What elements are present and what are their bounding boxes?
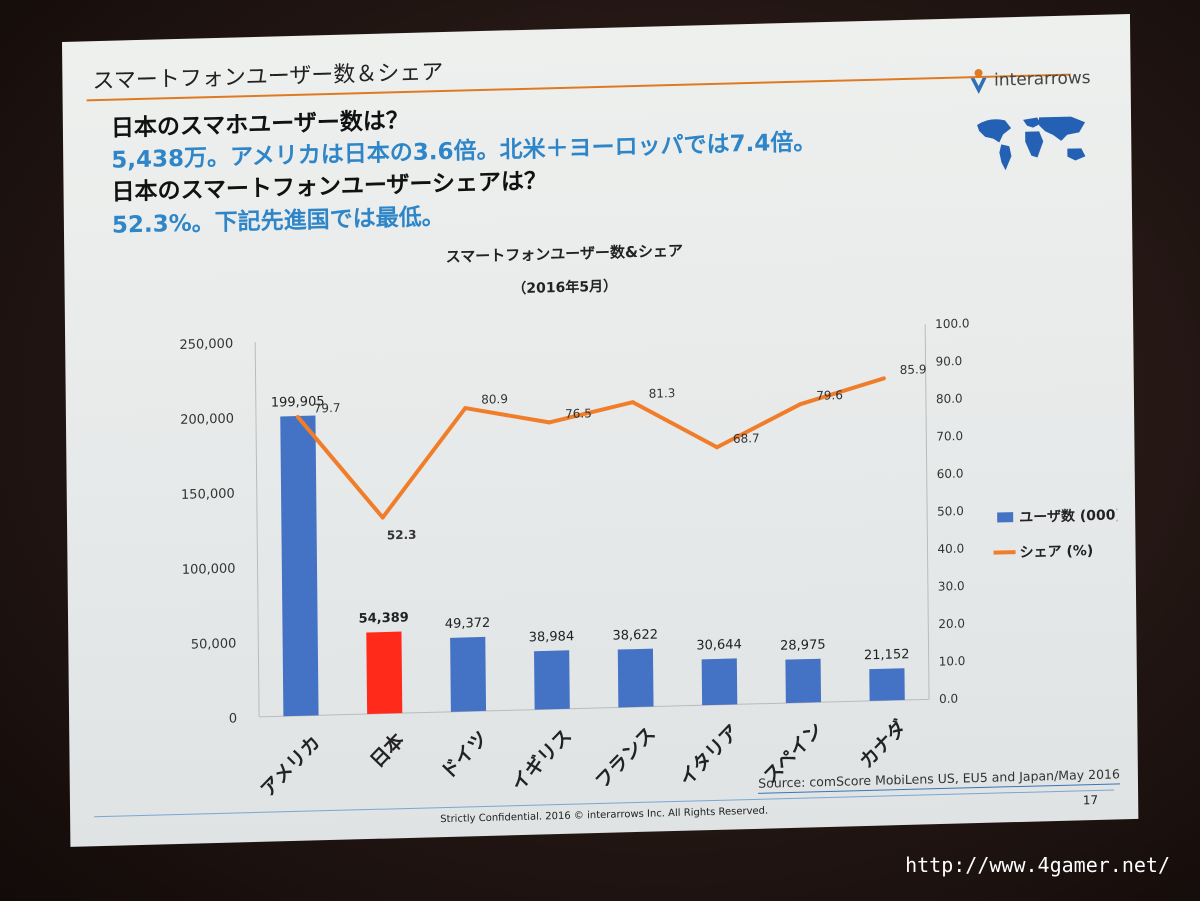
combo-chart: 0 50,000 100,000 150,000 200,000 250,000 0.0 10… xyxy=(179,316,1120,802)
left-axis-tick-label: 100,000 xyxy=(182,561,236,577)
left-axis-tick-label: 50,000 xyxy=(191,636,237,652)
category-label: ドイツ xyxy=(437,727,493,784)
bar-value-label: 38,984 xyxy=(529,629,575,645)
bar xyxy=(785,658,822,704)
bar-value-label: 199,905 xyxy=(271,394,325,410)
left-axis-tick-label: 150,000 xyxy=(181,487,235,503)
bar-value-label: 28,975 xyxy=(780,638,826,654)
right-axis-tick-label: 80.0 xyxy=(936,391,963,406)
legend-line-label: シェア (%) xyxy=(1019,543,1093,561)
page-number: 17 xyxy=(1082,792,1099,808)
world-map-icon xyxy=(977,116,1086,171)
legend-line-swatch xyxy=(993,550,1016,555)
right-axis-tick-label: 70.0 xyxy=(936,429,963,444)
category-label: 日本 xyxy=(366,729,409,772)
share-value-label: 68.7 xyxy=(733,431,760,446)
right-axis-tick-label: 20.0 xyxy=(938,616,965,631)
right-axis-tick-label: 100.0 xyxy=(935,316,970,331)
category-label: イタリア xyxy=(675,721,743,791)
share-value-label: 52.3 xyxy=(387,528,417,543)
share-point xyxy=(295,414,300,419)
category-label: カナダ xyxy=(855,716,911,773)
left-axis-tick-label: 0 xyxy=(229,711,237,726)
share-point xyxy=(547,420,552,425)
left-axis-line xyxy=(254,341,260,717)
share-point xyxy=(630,400,635,405)
right-axis-tick-label: 40.0 xyxy=(937,541,964,556)
watermark-url: http://www.4gamer.net/ xyxy=(905,853,1170,877)
share-value-label: 80.9 xyxy=(481,392,508,407)
bar-value-label: 54,389 xyxy=(359,610,409,626)
logo-figure-icon xyxy=(968,68,988,95)
bar-value-label: 21,152 xyxy=(864,647,910,663)
share-point xyxy=(380,515,385,520)
company-logo: interarrows xyxy=(968,65,1091,95)
x-axis-line xyxy=(259,698,930,718)
share-line xyxy=(296,376,885,520)
share-point xyxy=(463,406,468,411)
bar xyxy=(617,648,654,708)
legend-bar-label: ユーザ数 (000) xyxy=(1019,506,1120,526)
share-value-label: 85.9 xyxy=(900,362,927,377)
share-value-label: 79.6 xyxy=(816,388,843,403)
right-axis-tick-label: 30.0 xyxy=(938,579,965,594)
chart-title: スマートフォンユーザー数&シェア xyxy=(445,241,684,266)
left-axis-tick-label: 250,000 xyxy=(179,337,233,353)
share-point xyxy=(798,402,803,407)
legend-bar-swatch xyxy=(997,512,1014,523)
bar-value-label: 38,622 xyxy=(612,627,658,643)
headline-answer-share: 52.3%。下記先進国では最低。 xyxy=(111,203,445,239)
slide-header-title: スマートフォンユーザー数＆シェア xyxy=(92,60,444,95)
share-point xyxy=(715,445,720,450)
share-point xyxy=(881,376,886,381)
bar xyxy=(869,668,905,701)
right-axis-tick-label: 10.0 xyxy=(939,654,966,669)
left-axis-tick-label: 200,000 xyxy=(180,412,234,428)
category-label: イギリス xyxy=(507,725,576,795)
right-axis-tick-label: 90.0 xyxy=(935,354,962,369)
right-axis-tick-label: 60.0 xyxy=(937,466,964,481)
share-value-label: 76.5 xyxy=(565,406,592,421)
right-axis-tick-label: 50.0 xyxy=(937,504,964,519)
bar xyxy=(280,415,319,717)
bar xyxy=(366,631,403,715)
bar xyxy=(534,650,570,710)
share-value-label: 81.3 xyxy=(649,386,676,401)
right-axis-tick-label: 0.0 xyxy=(939,692,958,706)
bar-value-label: 30,644 xyxy=(696,637,742,653)
bar xyxy=(701,658,738,706)
logo-text: interarrows xyxy=(994,68,1091,91)
slide: スマートフォンユーザー数＆シェア interarrows 日本のスマホユーザー数… xyxy=(62,14,1139,847)
category-label: フランス xyxy=(591,723,660,793)
bar-value-label: 49,372 xyxy=(445,616,491,632)
right-axis-line xyxy=(924,324,930,700)
bar xyxy=(450,636,487,712)
share-value-label: 79.7 xyxy=(314,401,341,416)
category-label: アメリカ xyxy=(257,732,325,802)
